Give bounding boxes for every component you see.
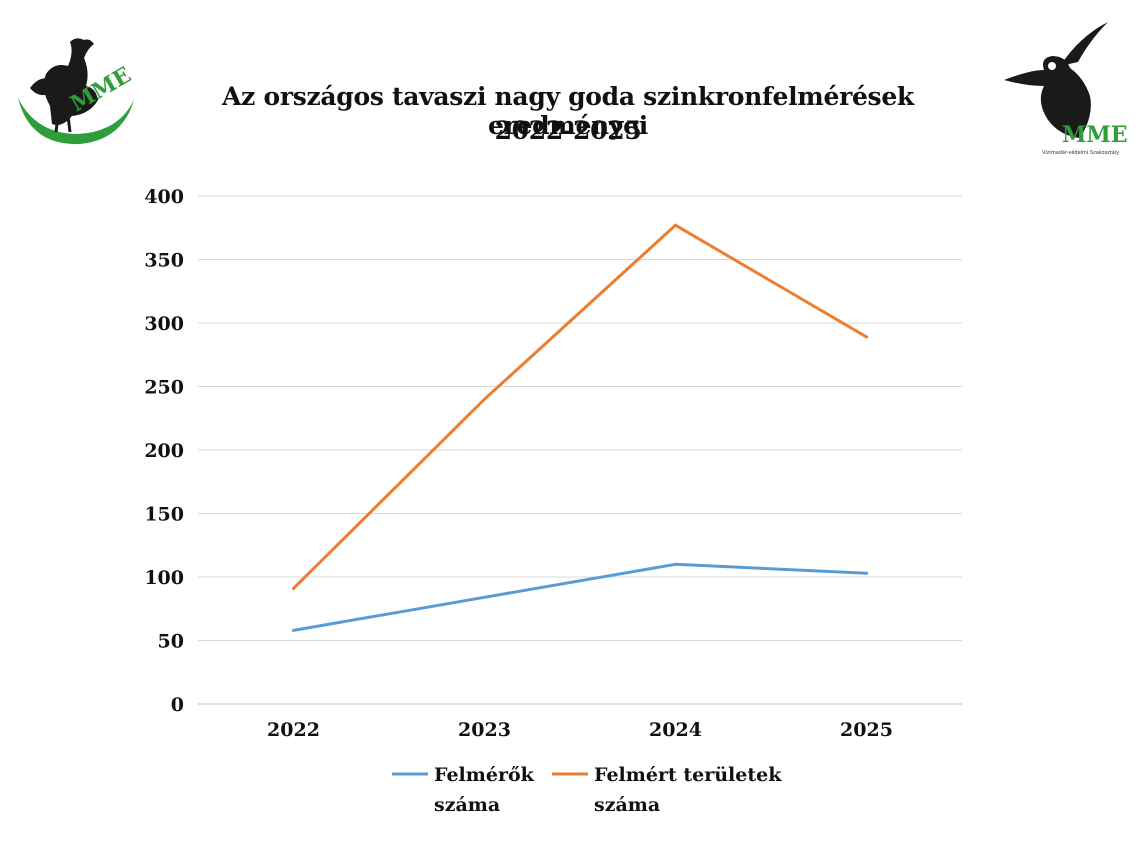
x-tick-label: 2022 bbox=[267, 719, 320, 741]
data-point bbox=[674, 562, 677, 566]
series-lines bbox=[292, 223, 868, 632]
legend-item-1: Felmért területek száma bbox=[552, 764, 782, 816]
data-point bbox=[292, 628, 295, 632]
data-point bbox=[674, 223, 677, 227]
y-tick-label: 400 bbox=[144, 186, 184, 208]
gridlines bbox=[198, 195, 962, 705]
x-tick-label: 2023 bbox=[458, 719, 511, 741]
data-point bbox=[292, 586, 295, 590]
series-line-0 bbox=[292, 562, 868, 632]
logo-right-text: MME bbox=[1062, 122, 1127, 148]
mme-bustard-logo: MME bbox=[18, 38, 136, 145]
y-axis: 0 50 100 150 200 250 300 350 400 bbox=[144, 186, 184, 716]
y-tick-label: 200 bbox=[144, 440, 184, 462]
legend: Felmérők száma Felmért területek száma bbox=[392, 764, 782, 816]
y-tick-label: 300 bbox=[144, 313, 184, 335]
series-line-1 bbox=[292, 223, 868, 590]
y-tick-label: 100 bbox=[144, 567, 184, 589]
x-tick-label: 2025 bbox=[840, 719, 893, 741]
data-point bbox=[483, 397, 486, 401]
legend-label: száma bbox=[434, 794, 500, 816]
y-tick-label: 0 bbox=[171, 694, 184, 716]
x-axis: 2022 2023 2024 2025 bbox=[267, 719, 893, 741]
y-tick-label: 350 bbox=[144, 250, 184, 272]
y-tick-label: 250 bbox=[144, 377, 184, 399]
x-tick-label: 2024 bbox=[649, 719, 702, 741]
legend-item-0: Felmérők száma bbox=[392, 764, 535, 816]
mme-lapwing-logo: MME Vízimadár-védelmi Szakosztály bbox=[1004, 22, 1127, 156]
data-point bbox=[865, 335, 868, 339]
y-tick-label: 150 bbox=[144, 504, 184, 526]
data-point bbox=[865, 571, 868, 575]
chart-title: Az országos tavaszi nagy goda szinkronfe… bbox=[222, 82, 914, 140]
logo-right-subtext: Vízimadár-védelmi Szakosztály bbox=[1042, 149, 1119, 156]
legend-label: Felmérők bbox=[434, 764, 535, 786]
legend-label: száma bbox=[594, 794, 660, 816]
y-tick-label: 50 bbox=[158, 631, 184, 653]
legend-label: Felmért területek bbox=[594, 764, 782, 786]
chart-subtitle: 2022-2025 bbox=[494, 116, 642, 145]
data-point bbox=[483, 595, 486, 599]
